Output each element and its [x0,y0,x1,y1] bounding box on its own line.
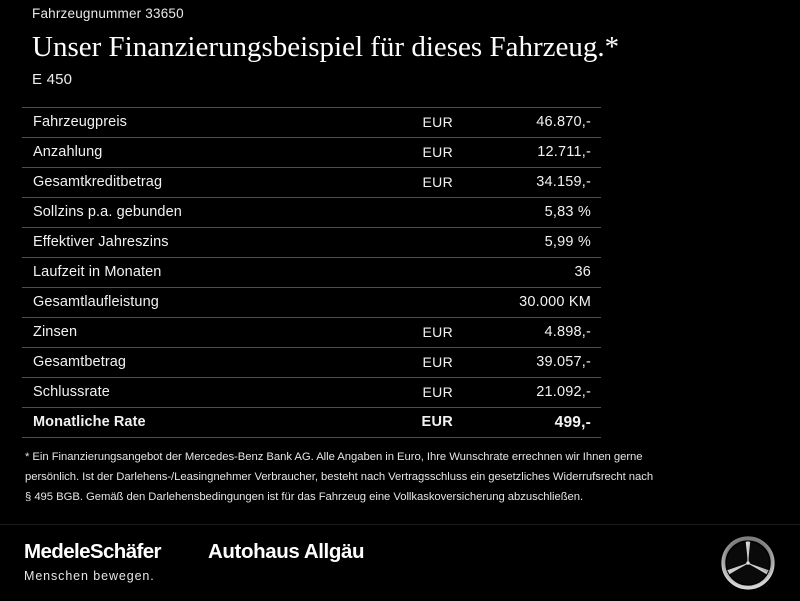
row-currency [363,197,453,228]
table-row: Zinsen EUR 4.898,- [22,317,601,348]
row-value: 36 [453,257,601,288]
table-row: Gesamtkreditbetrag EUR 34.159,- [22,167,601,198]
dealer-name: Autohaus Allgäu [208,540,365,563]
row-label: Laufzeit in Monaten [22,257,363,288]
page-footer: MedeleSchäfer Menschen bewegen. Autohaus… [0,524,800,601]
row-value: 4.898,- [453,317,601,348]
row-value: 30.000 KM [453,287,601,318]
table-row: Sollzins p.a. gebunden 5,83 % [22,197,601,228]
row-label: Gesamtbetrag [22,347,363,378]
table-row: Fahrzeugpreis EUR 46.870,- [22,107,601,138]
row-label: Effektiver Jahreszins [22,227,363,258]
row-currency [363,287,453,318]
row-value: 46.870,- [453,107,601,138]
row-label: Zinsen [22,317,363,348]
footnote-line: * Ein Finanzierungsangebot der Mercedes-… [25,451,643,463]
brand-block: MedeleSchäfer Menschen bewegen. [24,540,162,585]
row-value: 5,83 % [453,197,601,228]
row-value: 499,- [453,407,601,438]
footnote-line: § 495 BGB. Gemäß den Darlehensbedingunge… [25,490,584,503]
row-value: 12.711,- [453,137,601,168]
row-currency: EUR [363,137,453,168]
row-currency [363,227,453,258]
table-row: Anzahlung EUR 12.711,- [22,137,601,168]
table-row: Monatliche Rate EUR 499,- [22,407,601,438]
brand-name: MedeleSchäfer [24,540,162,563]
table-row: Schlussrate EUR 21.092,- [22,377,601,408]
row-currency: EUR [363,407,453,438]
row-currency: EUR [363,377,453,408]
table-row: Gesamtlaufleistung 30.000 KM [22,287,601,318]
page-title: Unser Finanzierungsbeispiel für dieses F… [32,31,620,63]
row-label: Sollzins p.a. gebunden [22,197,363,228]
table-row: Gesamtbetrag EUR 39.057,- [22,347,601,378]
row-label: Schlussrate [22,377,363,408]
row-label: Gesamtlaufleistung [22,287,363,318]
row-value: 34.159,- [453,167,601,198]
mercedes-star-icon [720,535,776,591]
table-row: Effektiver Jahreszins 5,99 % [22,227,601,258]
row-currency: EUR [363,167,453,198]
finance-table-body: Fahrzeugpreis EUR 46.870,- Anzahlung EUR 12.7… [22,107,601,438]
row-label: Fahrzeugpreis [22,107,363,138]
table-row: Laufzeit in Monaten 36 [22,257,601,288]
vehicle-number: Fahrzeugnummer 33650 [32,6,184,21]
footnote: * Ein Finanzierungsangebot der Mercedes-… [25,448,787,507]
row-value: 21.092,- [453,377,601,408]
row-value: 39.057,- [453,347,601,378]
row-currency: EUR [363,317,453,348]
vehicle-model: E 450 [32,71,73,88]
row-label: Monatliche Rate [22,407,363,438]
row-value: 5,99 % [453,227,601,258]
row-label: Anzahlung [22,137,363,168]
footnote-line: persönlich. Ist der Darlehens-/Leasingne… [25,470,654,483]
page-header: Fahrzeugnummer 33650 Unser Finanzierungs… [32,4,780,91]
row-currency [363,257,453,288]
row-currency: EUR [363,347,453,378]
row-label: Gesamtkreditbetrag [22,167,363,198]
row-currency: EUR [363,107,453,138]
brand-tagline: Menschen bewegen. [24,569,155,583]
finance-table: Fahrzeugpreis EUR 46.870,- Anzahlung EUR 12.7… [22,107,601,438]
